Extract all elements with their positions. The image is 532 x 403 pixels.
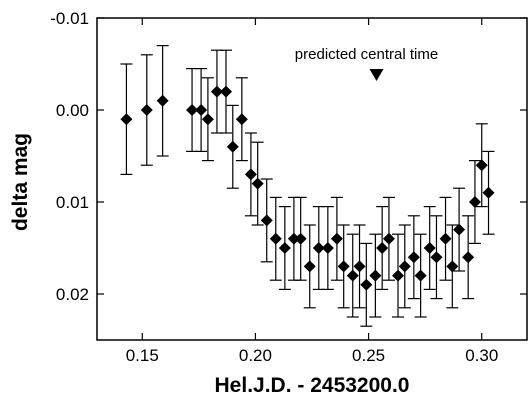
diamond-marker <box>269 232 282 245</box>
diamond-marker <box>278 242 291 254</box>
diamond-marker <box>360 278 373 291</box>
data-point <box>423 206 436 290</box>
data-point <box>156 44 169 157</box>
data-point <box>244 132 257 217</box>
diamond-marker <box>244 168 257 181</box>
data-point <box>382 196 395 281</box>
data-point <box>376 206 389 290</box>
diamond-marker <box>407 251 420 264</box>
y-tick-label: 0.02 <box>56 285 89 304</box>
diamond-marker <box>482 186 495 199</box>
diamond-marker <box>462 251 475 264</box>
predicted-time-annotation: predicted central time <box>295 46 438 82</box>
diamond-marker <box>303 260 316 273</box>
x-tick-label: 0.30 <box>465 346 498 365</box>
data-point <box>251 141 264 226</box>
down-triangle-icon <box>369 69 384 82</box>
data-point <box>414 233 427 318</box>
diamond-marker <box>210 85 223 98</box>
diamond-marker <box>260 214 273 227</box>
diamond-marker <box>446 260 459 273</box>
diamond-marker <box>398 260 411 273</box>
data-point <box>269 196 282 281</box>
data-point <box>201 77 214 162</box>
diamond-marker <box>346 269 359 282</box>
data-point <box>392 233 404 318</box>
diamond-marker <box>414 269 427 282</box>
data-point <box>260 178 273 263</box>
diamond-marker <box>140 104 153 116</box>
y-axis-ticks: -0.01 0.00 0.01 0.02 <box>50 9 527 304</box>
data-point <box>330 196 343 281</box>
diamond-marker <box>120 113 133 126</box>
diamond-marker <box>235 113 248 126</box>
diamond-marker <box>468 196 481 208</box>
diamond-marker <box>226 140 239 153</box>
diamond-marker <box>423 242 436 254</box>
x-tick-label: 0.25 <box>352 346 385 365</box>
data-point <box>120 63 133 175</box>
x-tick-label: 0.15 <box>126 346 159 365</box>
annotation-label: predicted central time <box>295 46 438 63</box>
diamond-marker <box>330 232 343 245</box>
diamond-marker <box>353 260 366 273</box>
data-point <box>446 224 459 309</box>
data-point <box>321 206 334 290</box>
data-point <box>398 224 411 309</box>
data-point <box>294 196 307 281</box>
data-point <box>303 224 316 309</box>
diamond-marker <box>156 94 169 107</box>
data-point <box>220 49 232 134</box>
diamond-marker <box>453 223 466 236</box>
y-tick-label: 0.00 <box>56 101 89 120</box>
data-point <box>210 49 223 134</box>
diamond-marker <box>475 159 488 172</box>
diamond-marker <box>337 260 350 273</box>
diamond-marker <box>287 232 300 245</box>
diamond-marker <box>376 242 389 254</box>
data-point <box>337 224 350 309</box>
diamond-marker <box>430 251 443 264</box>
diamond-marker <box>312 242 325 254</box>
data-point <box>482 150 495 235</box>
data-point <box>360 242 373 327</box>
data-point <box>353 224 366 309</box>
data-point <box>462 215 475 300</box>
data-point <box>346 233 359 318</box>
data-point <box>407 215 420 300</box>
diamond-marker <box>382 232 395 245</box>
data-point <box>235 77 248 162</box>
diamond-marker <box>369 269 382 282</box>
data-point <box>453 187 466 272</box>
plot-frame <box>96 17 528 341</box>
y-tick-label: -0.01 <box>50 9 89 28</box>
data-point <box>186 67 199 152</box>
x-axis-label: Hel.J.D. - 2453200.0 <box>215 374 410 397</box>
y-axis-label: delta mag <box>9 133 32 231</box>
diamond-marker <box>186 104 199 116</box>
data-point <box>195 67 208 152</box>
data-point <box>140 54 153 166</box>
data-point <box>468 160 481 244</box>
y-tick-label: 0.01 <box>56 193 89 212</box>
data-point <box>226 104 239 189</box>
diamond-marker <box>195 104 208 116</box>
diamond-marker <box>251 177 264 190</box>
data-points <box>120 44 495 327</box>
diamond-marker <box>439 232 452 245</box>
data-point <box>369 233 382 318</box>
data-point <box>439 196 452 281</box>
diamond-marker <box>392 269 404 282</box>
data-point <box>278 206 291 290</box>
diamond-marker <box>321 242 334 254</box>
data-point <box>287 196 300 281</box>
data-point <box>430 215 443 300</box>
diamond-marker <box>220 85 232 98</box>
data-point <box>475 123 488 208</box>
diamond-marker <box>294 232 307 245</box>
x-axis-ticks: 0.15 0.20 0.25 0.30 <box>126 18 498 365</box>
x-tick-label: 0.20 <box>239 346 272 365</box>
diamond-marker <box>201 113 214 126</box>
